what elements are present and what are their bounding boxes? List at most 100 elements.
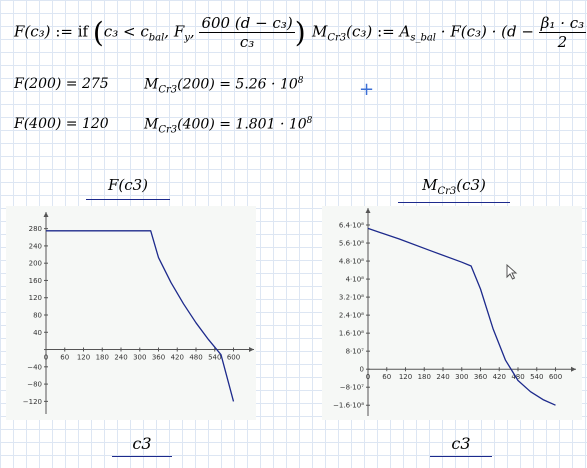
left-plot-svg: 0 60 120 180 240 300 360 420 480 540 600 280 240 200 1…: [23, 212, 254, 414]
right-plot-x-axis-arrow: [571, 366, 576, 372]
right-plot-x-tick-label: 180: [418, 373, 431, 381]
right-plot-x-tick-label: 480: [511, 373, 524, 381]
left-plot-y-tick-label: 160: [29, 277, 42, 285]
mouse-pointer-icon: [506, 264, 518, 280]
result-f400[interactable]: F(400) = 120: [14, 116, 109, 132]
left-plot-x-tick-label: 180: [96, 354, 109, 362]
right-plot-title[interactable]: MCr3(c3): [398, 176, 510, 203]
m-def-a-sub: s_bal: [410, 32, 437, 44]
m-def-frac-num: β₁ · c₃: [538, 14, 587, 33]
m-def-lhs-arg: (c₃): [346, 22, 373, 41]
right-plot-y-tick-label: 5.6·10⁸: [339, 240, 364, 248]
left-plot-x-tick-label: 480: [189, 354, 202, 362]
m-def-assign: :=: [377, 22, 395, 41]
f-def-frac-den: c₃: [239, 33, 255, 51]
right-plot-x-tick-label: 600: [549, 373, 562, 381]
left-plot-x-tick-label: 60: [60, 354, 69, 362]
right-plot-xlabel[interactable]: c3: [430, 434, 492, 457]
result-m200-sub: Cr3: [158, 84, 178, 96]
left-plot-y-tick-label: 80: [33, 312, 42, 320]
result-m200-exp: 8: [297, 76, 304, 86]
left-plot-series-line: [46, 230, 235, 402]
right-plot-series-line: [367, 227, 556, 406]
right-plot[interactable]: 0 60 120 180 240 300 360 420 480 540 600 6.4·10⁸ 5.6…: [322, 206, 582, 420]
result-m200-rhs: (200) = 5.26 · 10: [177, 76, 298, 93]
left-plot-y-tick-label: 120: [29, 294, 42, 302]
result-m400-rhs: (400) = 1.801 · 10: [177, 116, 307, 133]
right-plot-x-tick-label: 540: [530, 373, 543, 381]
right-plot-y-tick-label: 1.6·10⁸: [339, 330, 364, 338]
m-def-frac-den: 2: [557, 33, 568, 51]
right-plot-y-tick-label: 3.2·10⁸: [339, 294, 364, 302]
left-plot-title-underline: [86, 199, 170, 200]
right-plot-x-tick-label: 60: [382, 373, 391, 381]
left-plot-y-tick-label: 240: [29, 242, 42, 250]
right-plot-svg: 0 60 120 180 240 300 360 420 480 540 600 6.4·10⁸ 5.6…: [333, 208, 576, 416]
result-f200-text: F(200) = 275: [14, 76, 109, 92]
f-def-cond-sub: bal: [148, 32, 165, 44]
left-plot-x-tick-label: 300: [133, 354, 146, 362]
right-plot-x-tick-label: 0: [366, 373, 370, 381]
right-plot-y-tick-label: −8·10⁷: [340, 384, 364, 392]
f-def-frac-num: 600 (d − c₃): [199, 14, 295, 33]
result-m400[interactable]: MCr3(400) = 1.801 · 108: [144, 116, 312, 135]
right-plot-y-tick-label: −1.6·10⁸: [333, 402, 364, 410]
left-plot-x-tick-label: 540: [208, 354, 221, 362]
m-def-fraction: β₁ · c₃ 2: [538, 14, 587, 51]
left-plot-y-tick-label: −40: [27, 363, 42, 371]
left-plot-x-tick-label: 240: [114, 354, 127, 362]
m-def-lhs: M: [312, 22, 328, 41]
m-def-mid: · F(c₃) · (d −: [440, 22, 534, 41]
left-plot-x-tick-label: 120: [77, 354, 90, 362]
right-plot-y-tick-label: 4.8·10⁸: [339, 258, 364, 266]
left-plot-y-tick-label: 200: [29, 260, 42, 268]
result-m400-sub: Cr3: [158, 124, 178, 136]
result-m400-exp: 8: [306, 116, 313, 126]
right-plot-title-arg: (c3): [456, 176, 486, 194]
f-def-fy: F: [173, 22, 185, 41]
left-plot-x-axis-arrow: [249, 347, 254, 353]
right-plot-title-main: M: [422, 176, 438, 194]
left-plot-xlabel[interactable]: c3: [112, 434, 172, 457]
left-plot-xlabel-underline: [112, 456, 172, 457]
right-plot-y-tick-label: 4·10⁸: [346, 276, 365, 284]
f-def-assign: :=: [55, 22, 73, 41]
left-plot-y-tick-label: 280: [29, 225, 42, 233]
m-def-a: A: [399, 22, 411, 41]
result-f400-text: F(400) = 120: [14, 116, 109, 132]
right-plot-x-tick-label: 420: [493, 373, 506, 381]
m-def-lhs-sub: Cr3: [327, 32, 347, 44]
m-definition[interactable]: MCr3(c₃) := As_bal · F(c₃) · (d − β₁ · c…: [312, 14, 587, 51]
left-plot[interactable]: 0 60 120 180 240 300 360 420 480 540 600 280 240 200 1…: [6, 206, 256, 420]
left-plot-x-tick-label: 600: [227, 354, 240, 362]
left-plot-y-tick-label: −120: [23, 398, 42, 406]
result-m200[interactable]: MCr3(200) = 5.26 · 108: [144, 76, 304, 95]
right-plot-x-tick-label: 240: [436, 373, 449, 381]
right-plot-y-tick-label: 8·10⁷: [346, 348, 365, 356]
right-plot-y-tick-label: 6.4·10⁸: [339, 222, 364, 230]
right-plot-xlabel-underline: [430, 456, 492, 457]
left-plot-x-tick-label: 360: [152, 354, 165, 362]
left-plot-x-tick-label: 420: [171, 354, 184, 362]
right-plot-title-underline: [398, 202, 510, 203]
right-plot-title-sub: Cr3: [437, 186, 457, 197]
f-def-lhs: F(c₃): [14, 22, 51, 41]
right-plot-xlabel-text: c3: [451, 434, 471, 453]
right-plot-y-tick-label: 2.4·10⁸: [339, 312, 364, 320]
result-f200[interactable]: F(200) = 275: [14, 76, 109, 92]
left-plot-y-axis-arrow: [43, 212, 49, 217]
right-plot-x-tick-label: 120: [399, 373, 412, 381]
right-plot-y-axis-arrow: [365, 208, 371, 213]
right-plot-y-tick-label: 0: [360, 366, 364, 374]
right-plot-x-tick-label: 360: [474, 373, 487, 381]
f-def-if: if: [77, 22, 89, 41]
crosshair-cursor-icon: +: [359, 79, 375, 100]
f-def-condition: c₃ < c: [103, 22, 149, 41]
result-m200-lhs: M: [144, 76, 159, 93]
left-plot-title-text: F(c3): [107, 176, 149, 194]
left-plot-title[interactable]: F(c3): [86, 176, 170, 200]
left-plot-xlabel-text: c3: [132, 434, 152, 453]
right-plot-x-tick-label: 300: [455, 373, 468, 381]
f-definition[interactable]: F(c₃) := if (c₃ < cbal, Fy, 600 (d − c₃)…: [14, 14, 306, 51]
f-def-fy-sub: y: [184, 32, 190, 44]
